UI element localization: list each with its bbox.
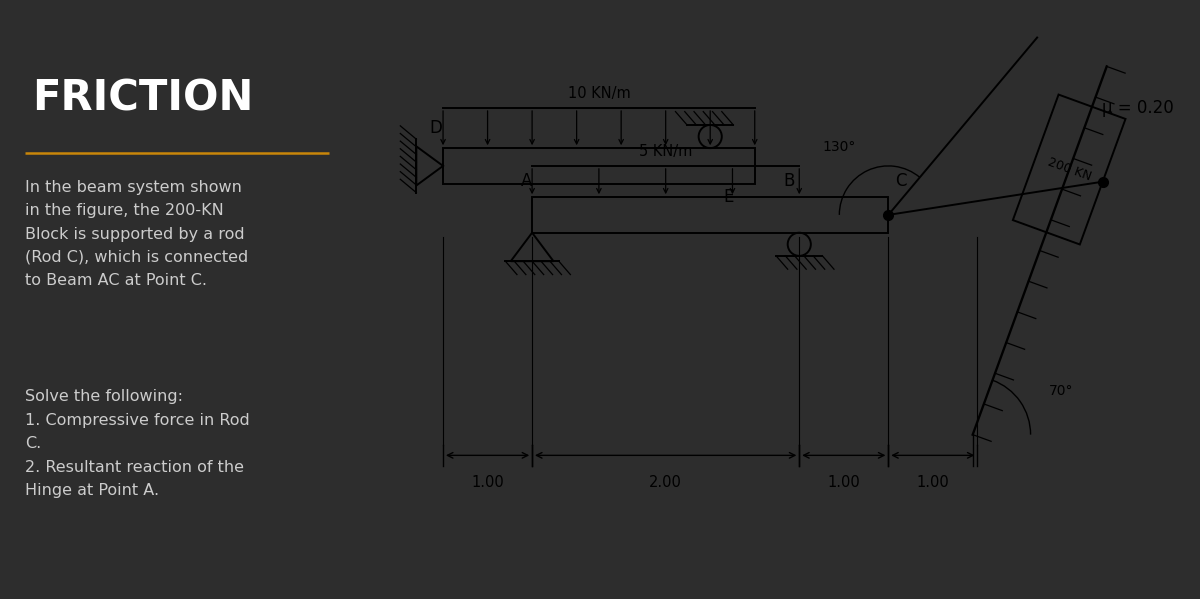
Text: B: B — [784, 172, 794, 190]
Text: A: A — [521, 172, 532, 190]
Text: C: C — [895, 172, 907, 190]
Text: D: D — [430, 119, 443, 137]
Text: FRICTION: FRICTION — [32, 78, 253, 120]
Text: 2.00: 2.00 — [649, 475, 682, 490]
Text: 70°: 70° — [1049, 383, 1073, 398]
Text: 1.00: 1.00 — [472, 475, 504, 490]
Text: μ = 0.20: μ = 0.20 — [1102, 99, 1174, 117]
Text: 10 KN/m: 10 KN/m — [568, 86, 630, 101]
Text: E: E — [724, 188, 734, 206]
Text: 1.00: 1.00 — [917, 475, 949, 490]
Text: 130°: 130° — [823, 140, 856, 154]
Text: 200 KN: 200 KN — [1045, 156, 1093, 183]
Text: 5 KN/m: 5 KN/m — [638, 144, 692, 159]
Text: 1.00: 1.00 — [828, 475, 860, 490]
Text: Solve the following:
1. Compressive force in Rod
C.
2. Resultant reaction of the: Solve the following: 1. Compressive forc… — [25, 389, 250, 498]
Text: In the beam system shown
in the figure, the 200-KN
Block is supported by a rod
(: In the beam system shown in the figure, … — [25, 180, 248, 288]
